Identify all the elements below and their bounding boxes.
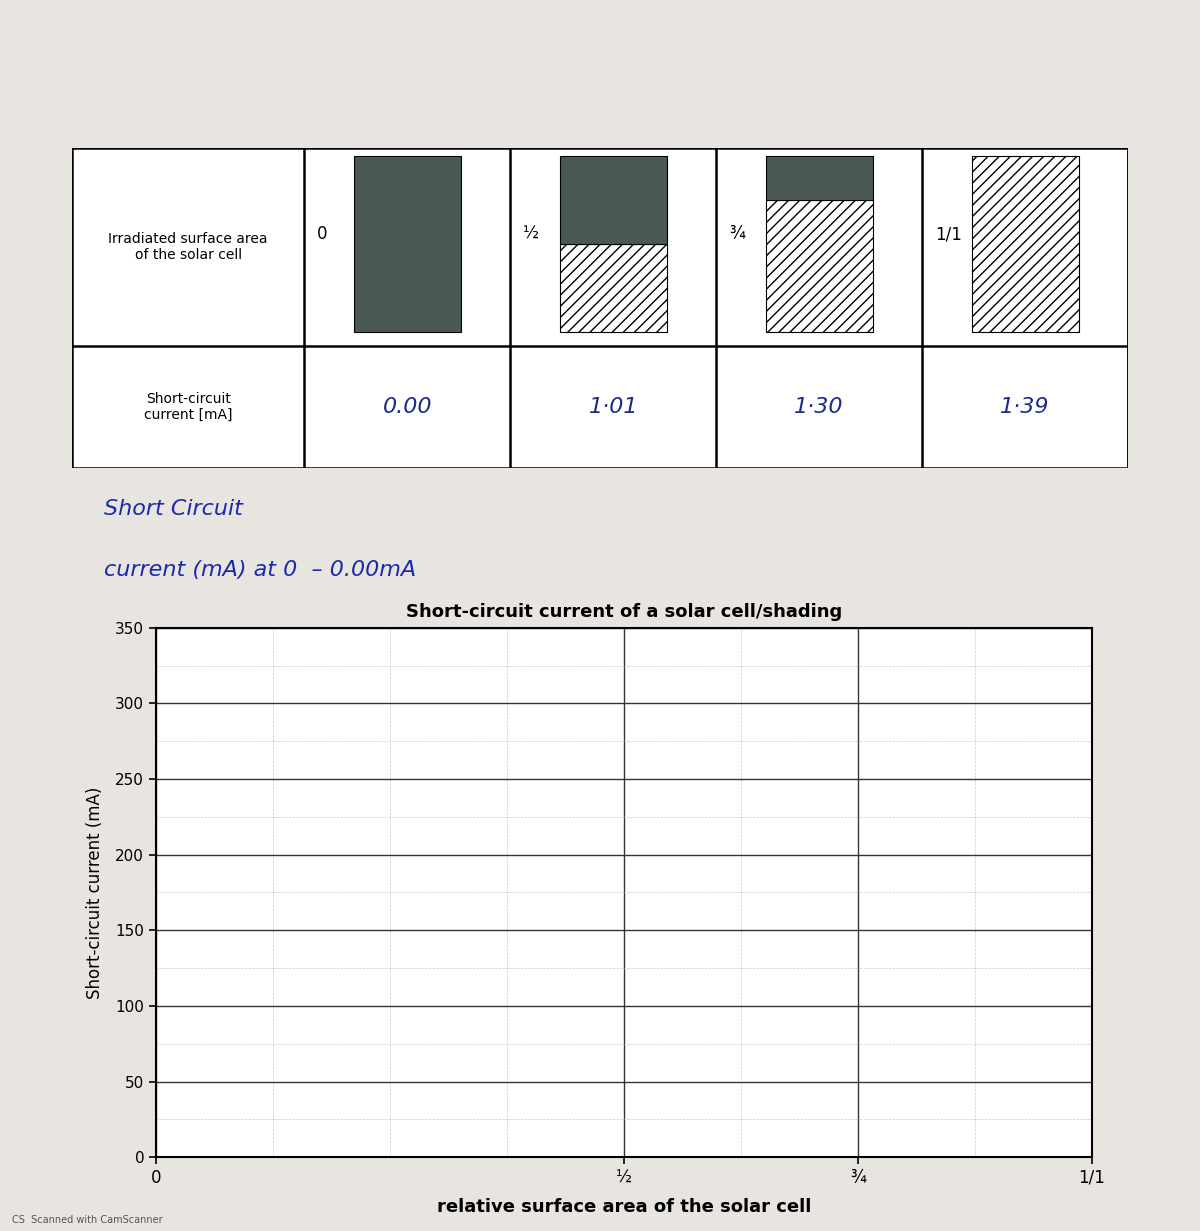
Y-axis label: Short-circuit current (mA): Short-circuit current (mA) xyxy=(86,787,104,998)
Text: 0.00: 0.00 xyxy=(383,396,432,417)
FancyBboxPatch shape xyxy=(766,155,872,199)
Text: 1·39: 1·39 xyxy=(1001,396,1050,417)
Text: CS  Scanned with CamScanner: CS Scanned with CamScanner xyxy=(12,1215,163,1225)
FancyBboxPatch shape xyxy=(559,244,667,332)
FancyBboxPatch shape xyxy=(972,155,1079,332)
Text: 1·30: 1·30 xyxy=(794,396,844,417)
Text: Short Circuit: Short Circuit xyxy=(103,499,242,518)
Text: ¾: ¾ xyxy=(728,225,745,244)
Text: current (mA) at 0  – 0.00mA: current (mA) at 0 – 0.00mA xyxy=(103,560,416,580)
FancyBboxPatch shape xyxy=(354,155,461,332)
Title: Short-circuit current of a solar cell/shading: Short-circuit current of a solar cell/sh… xyxy=(406,603,842,620)
Text: 1/1: 1/1 xyxy=(935,225,961,244)
FancyBboxPatch shape xyxy=(766,199,872,332)
Text: ½: ½ xyxy=(523,225,539,244)
FancyBboxPatch shape xyxy=(559,155,667,244)
Text: Short-circuit
current [mA]: Short-circuit current [mA] xyxy=(144,391,233,422)
Text: Irradiated surface area
of the solar cell: Irradiated surface area of the solar cel… xyxy=(108,231,268,262)
Text: 1·01: 1·01 xyxy=(588,396,638,417)
Text: 0: 0 xyxy=(317,225,328,244)
X-axis label: relative surface area of the solar cell: relative surface area of the solar cell xyxy=(437,1198,811,1216)
